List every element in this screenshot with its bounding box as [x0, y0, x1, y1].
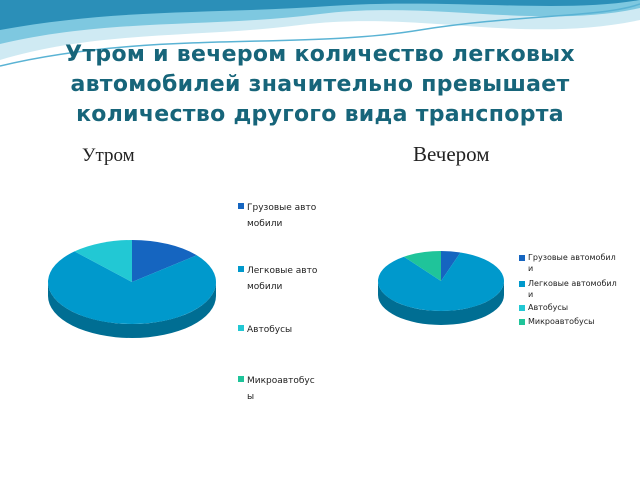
header-wave	[0, 0, 640, 30]
chart-title: Вечером	[413, 142, 490, 166]
legend-swatch	[519, 281, 525, 287]
legend-swatch	[238, 203, 244, 209]
legend-swatch	[519, 319, 525, 325]
legend-item: Автобусы	[519, 302, 568, 313]
legend-label: Легковые автомобили	[247, 266, 318, 292]
slice	[403, 251, 441, 281]
legend-label: Грузовые автомобили	[247, 203, 317, 229]
legend-label: Микроавтобусы	[528, 317, 595, 326]
legend-label: Автобусы	[528, 303, 569, 312]
legend-item: Легковые автомобили	[519, 278, 619, 300]
slice	[441, 251, 461, 281]
legend-label: Грузовые автомобили	[528, 253, 616, 273]
slice	[74, 240, 132, 282]
legend-swatch	[238, 376, 244, 382]
slice	[48, 251, 217, 325]
legend-item: Грузовые автомобили	[238, 200, 320, 232]
slice-side	[48, 282, 216, 338]
chart-title: Утром	[82, 145, 135, 166]
legend-label: Микроавтобусы	[247, 376, 315, 402]
legend-item: Микроавтобусы	[519, 316, 594, 327]
legend-item: Легковые автомобили	[238, 263, 320, 295]
header-line	[0, 3, 640, 67]
slice	[132, 240, 197, 282]
legend-swatch	[519, 255, 525, 261]
slide-title: Утром и вечером количество легковых авто…	[65, 42, 575, 127]
legend-swatch	[238, 266, 244, 272]
slice	[378, 252, 505, 311]
legend-label: Автобусы	[247, 325, 293, 335]
legend-item: Грузовые автомобили	[519, 252, 619, 274]
legend-label: Легковые автомобили	[528, 279, 617, 299]
legend-item: Микроавтобусы	[238, 373, 320, 405]
charts	[48, 240, 505, 338]
legend-swatch	[519, 305, 525, 311]
legend-swatch	[238, 325, 244, 331]
slice-side	[378, 281, 504, 325]
legend-item: Автобусы	[238, 322, 292, 338]
